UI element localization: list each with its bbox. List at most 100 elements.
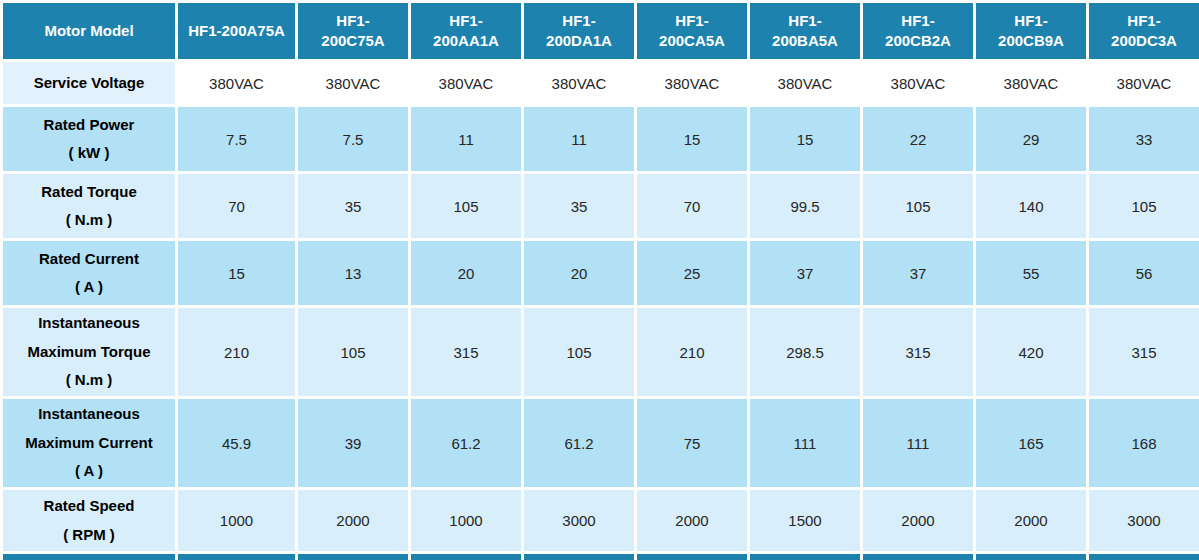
table-row-instantaneous-maximum-current: Instantaneous Maximum Current( A )45.939… (3, 399, 1199, 487)
table-cell-rated-torque-col2: 35 (298, 174, 408, 238)
table-row-rated-speed: Rated Speed( RPM )1000200010003000200015… (3, 490, 1199, 551)
table-row-instantaneous-maximum-torque: Instantaneous Maximum Torque( N.m )21010… (3, 308, 1199, 396)
table-cell-rated-power-col8: 29 (976, 107, 1086, 171)
cutoff-next-section-row (3, 554, 1199, 560)
table-row-rated-power: Rated Power( kW )7.57.511111515222933 (3, 107, 1199, 171)
table-cell-instantaneous-maximum-current-col5: 75 (637, 399, 747, 487)
table-cell-rated-torque-col7: 105 (863, 174, 973, 238)
row-label-rated-current: Rated Current( A ) (3, 241, 175, 305)
model-name-line1: HF1- (1099, 11, 1189, 31)
table-cell-service-voltage-col2: 380VAC (298, 62, 408, 104)
table-cell-instantaneous-maximum-current-col9: 168 (1089, 399, 1199, 487)
motor-spec-table: Motor ModelHF1-200A75AHF1-200C75AHF1-200… (0, 0, 1199, 560)
table-cell-rated-speed-col7: 2000 (863, 490, 973, 551)
cutoff-cell (637, 554, 747, 560)
model-name-line1: HF1- (986, 11, 1076, 31)
column-header-model-hf1-200cb9a: HF1-200CB9A (976, 3, 1086, 59)
row-unit-text: ( A ) (7, 273, 171, 302)
table-cell-rated-speed-col5: 2000 (637, 490, 747, 551)
cutoff-cell (524, 554, 634, 560)
table-cell-rated-current-col2: 13 (298, 241, 408, 305)
column-header-model-hf1-200ba5a: HF1-200BA5A (750, 3, 860, 59)
table-cell-instantaneous-maximum-current-col4: 61.2 (524, 399, 634, 487)
cutoff-cell (976, 554, 1086, 560)
cutoff-cell (178, 554, 295, 560)
model-name-line2: 200DC3A (1099, 31, 1189, 51)
table-cell-rated-speed-col2: 2000 (298, 490, 408, 551)
table-cell-rated-current-col6: 37 (750, 241, 860, 305)
model-name-line2: 200CB2A (873, 31, 963, 51)
cutoff-cell (750, 554, 860, 560)
table-cell-rated-power-col4: 11 (524, 107, 634, 171)
row-label-service-voltage: Service Voltage (3, 62, 175, 104)
table-cell-rated-current-col9: 56 (1089, 241, 1199, 305)
column-header-model-hf1-200da1a: HF1-200DA1A (524, 3, 634, 59)
table-cell-rated-torque-col5: 70 (637, 174, 747, 238)
table-cell-rated-speed-col4: 3000 (524, 490, 634, 551)
model-name-line2: 200CA5A (647, 31, 737, 51)
table-cell-service-voltage-col8: 380VAC (976, 62, 1086, 104)
cutoff-cell (411, 554, 521, 560)
table-cell-instantaneous-maximum-torque-col4: 105 (524, 308, 634, 396)
table-cell-rated-speed-col6: 1500 (750, 490, 860, 551)
table-cell-rated-current-col8: 55 (976, 241, 1086, 305)
table-cell-instantaneous-maximum-current-col7: 111 (863, 399, 973, 487)
header-row: Motor ModelHF1-200A75AHF1-200C75AHF1-200… (3, 3, 1199, 59)
model-name-line1: HF1- (873, 11, 963, 31)
table-cell-service-voltage-col6: 380VAC (750, 62, 860, 104)
table-header: Motor ModelHF1-200A75AHF1-200C75AHF1-200… (3, 3, 1199, 59)
row-unit-text: ( RPM ) (7, 521, 171, 550)
column-header-model-hf1-200ca5a: HF1-200CA5A (637, 3, 747, 59)
row-label-text: Rated Speed (7, 492, 171, 521)
table-cell-instantaneous-maximum-current-col6: 111 (750, 399, 860, 487)
row-label-text: Instantaneous Maximum Current (7, 400, 171, 457)
model-name-line1: HF1- (647, 11, 737, 31)
table-cell-rated-torque-col6: 99.5 (750, 174, 860, 238)
table-cell-service-voltage-col1: 380VAC (178, 62, 295, 104)
table-cell-instantaneous-maximum-current-col2: 39 (298, 399, 408, 487)
column-header-model-hf1-200aa1a: HF1-200AA1A (411, 3, 521, 59)
table-cell-instantaneous-maximum-torque-col3: 315 (411, 308, 521, 396)
table-cell-instantaneous-maximum-torque-col1: 210 (178, 308, 295, 396)
row-label-instantaneous-maximum-current: Instantaneous Maximum Current( A ) (3, 399, 175, 487)
model-name-line1: HF1- (421, 11, 511, 31)
model-name-line1: HF1- (534, 11, 624, 31)
row-label-rated-power: Rated Power( kW ) (3, 107, 175, 171)
table-cell-rated-torque-col9: 105 (1089, 174, 1199, 238)
row-label-text: Rated Power (7, 111, 171, 140)
table-cell-instantaneous-maximum-torque-col5: 210 (637, 308, 747, 396)
model-name-line1: HF1- (308, 11, 398, 31)
table-cell-rated-power-col1: 7.5 (178, 107, 295, 171)
table-cell-service-voltage-col4: 380VAC (524, 62, 634, 104)
row-label-text: Rated Current (7, 245, 171, 274)
model-name-line2: 200C75A (308, 31, 398, 51)
table-cell-rated-speed-col3: 1000 (411, 490, 521, 551)
table-cell-rated-power-col9: 33 (1089, 107, 1199, 171)
row-label-rated-torque: Rated Torque( N.m ) (3, 174, 175, 238)
row-unit-text: ( A ) (7, 457, 171, 486)
row-label-text: Service Voltage (7, 69, 171, 98)
table-cell-instantaneous-maximum-torque-col9: 315 (1089, 308, 1199, 396)
table-cell-rated-current-col7: 37 (863, 241, 973, 305)
table-cell-instantaneous-maximum-torque-col6: 298.5 (750, 308, 860, 396)
table-cell-rated-speed-col1: 1000 (178, 490, 295, 551)
table-cell-rated-current-col1: 15 (178, 241, 295, 305)
table-cell-rated-torque-col3: 105 (411, 174, 521, 238)
table-cell-instantaneous-maximum-current-col3: 61.2 (411, 399, 521, 487)
table-cell-rated-speed-col9: 3000 (1089, 490, 1199, 551)
table-cell-service-voltage-col7: 380VAC (863, 62, 973, 104)
row-unit-text: ( N.m ) (7, 366, 171, 395)
model-name-line2: 200CB9A (986, 31, 1076, 51)
row-unit-text: ( kW ) (7, 139, 171, 168)
table-cell-instantaneous-maximum-torque-col2: 105 (298, 308, 408, 396)
table-cell-service-voltage-col3: 380VAC (411, 62, 521, 104)
cutoff-cell (863, 554, 973, 560)
table-cell-rated-power-col5: 15 (637, 107, 747, 171)
table-cell-instantaneous-maximum-current-col8: 165 (976, 399, 1086, 487)
table-cell-instantaneous-maximum-torque-col7: 315 (863, 308, 973, 396)
table-cell-instantaneous-maximum-torque-col8: 420 (976, 308, 1086, 396)
row-label-rated-speed: Rated Speed( RPM ) (3, 490, 175, 551)
row-label-text: Instantaneous Maximum Torque (7, 309, 171, 366)
table-cell-rated-power-col2: 7.5 (298, 107, 408, 171)
model-name-line2: 200AA1A (421, 31, 511, 51)
